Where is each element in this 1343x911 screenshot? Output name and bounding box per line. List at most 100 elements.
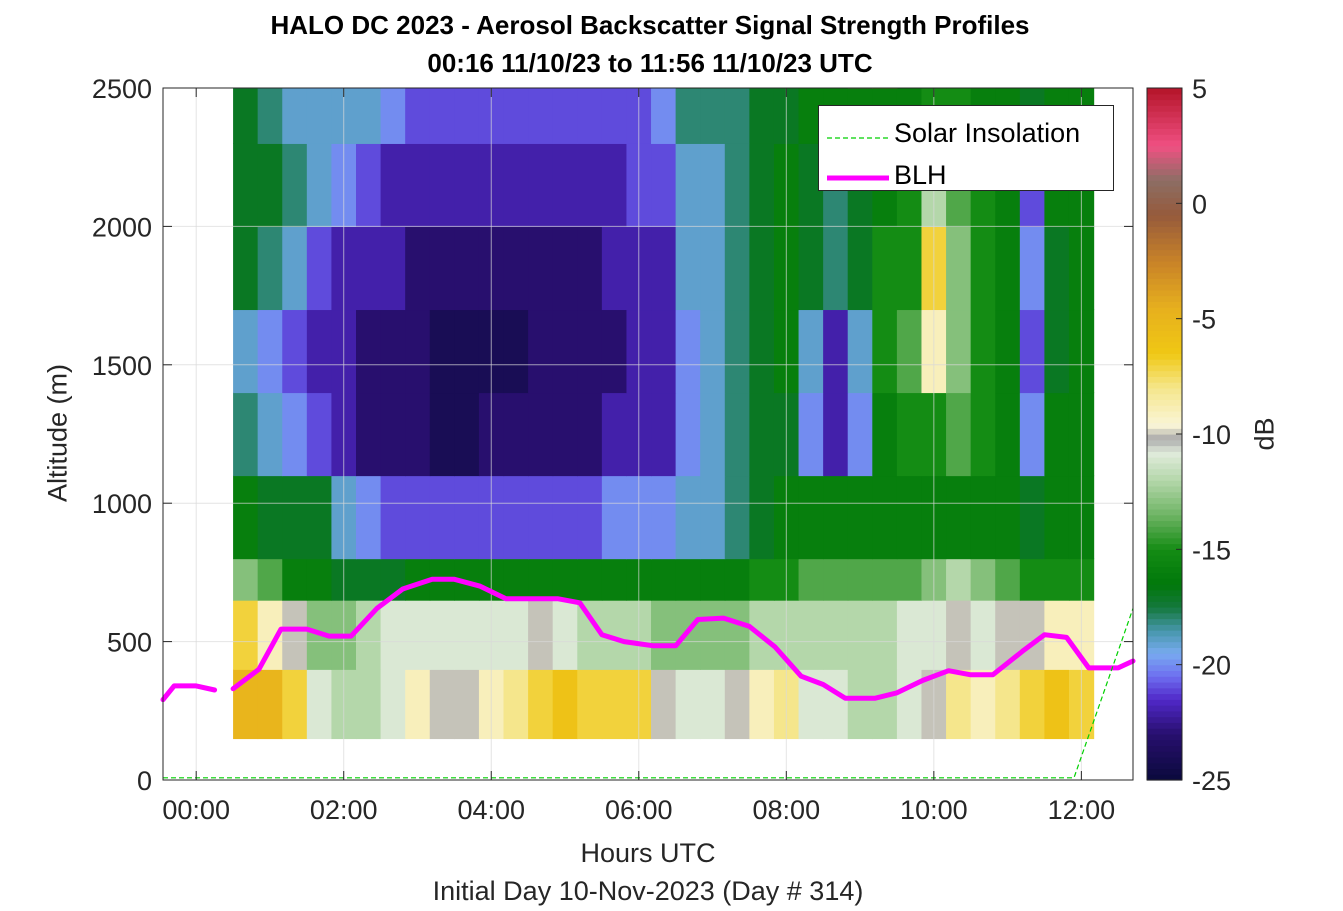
heatmap-cell — [872, 392, 898, 477]
heatmap-cell — [380, 309, 406, 394]
colorbar-tick-label: -20 — [1192, 651, 1231, 681]
colorbar-segment — [1147, 416, 1182, 424]
heatmap-cell — [601, 226, 628, 311]
heatmap-cell — [454, 475, 480, 560]
colorbar-segment — [1147, 716, 1182, 723]
colorbar-segment — [1147, 278, 1182, 285]
heatmap-cell — [700, 392, 726, 477]
heatmap-cell — [528, 558, 554, 601]
colorbar-segment — [1147, 157, 1182, 164]
colorbar-segment — [1147, 739, 1182, 746]
heatmap-cell — [429, 143, 455, 227]
heatmap-cell — [872, 475, 898, 560]
heatmap-cell — [429, 669, 455, 740]
colorbar-segment — [1147, 324, 1182, 331]
heatmap-cell — [896, 475, 923, 560]
heatmap-cell — [847, 226, 873, 311]
colorbar-segment — [1147, 272, 1182, 279]
heatmap-cell — [552, 309, 578, 394]
heatmap-cell — [724, 88, 750, 144]
heatmap-cell — [552, 88, 578, 144]
colorbar-segment — [1147, 618, 1182, 625]
colorbar-segment — [1147, 474, 1182, 481]
heatmap-cell — [651, 226, 677, 311]
colorbar-segment — [1147, 578, 1182, 585]
colorbar-segment — [1147, 284, 1182, 291]
heatmap-cell — [823, 475, 849, 560]
colorbar-segment — [1147, 693, 1182, 700]
heatmap-cell — [823, 558, 849, 601]
heatmap-cell — [823, 600, 849, 670]
heatmap-cell — [675, 669, 701, 740]
heatmap-cell — [1044, 475, 1070, 560]
colorbar-segment — [1147, 128, 1182, 135]
colorbar-segment — [1147, 641, 1182, 648]
heatmap-cell — [651, 88, 677, 144]
heatmap-cell — [749, 88, 775, 144]
colorbar-segment — [1147, 664, 1182, 672]
heatmap-cell — [896, 669, 923, 740]
colorbar-segment — [1147, 491, 1182, 499]
heatmap-cell — [798, 558, 824, 601]
colorbar-segment — [1147, 428, 1182, 435]
axis-ticks: 00:00 02:00 04:00 06:00 08:00 10:00 12:00 0 500 1… — [92, 74, 1133, 825]
heatmap-cell — [872, 669, 898, 740]
heatmap-cell — [356, 558, 382, 601]
heatmap-cell — [380, 475, 406, 560]
colorbar-segment — [1147, 601, 1182, 608]
heatmap-cell — [356, 309, 382, 394]
heatmap-cell — [282, 88, 308, 144]
heatmap-cell — [577, 143, 603, 227]
heatmap-cell — [306, 143, 333, 227]
colorbar-tick-label: -15 — [1192, 535, 1231, 565]
colorbar-segment — [1147, 543, 1182, 550]
heatmap-cell — [503, 309, 529, 394]
heatmap-cell — [577, 669, 603, 740]
heatmap-cell — [946, 309, 972, 394]
heatmap-cell — [577, 309, 603, 394]
colorbar-segment — [1147, 180, 1182, 187]
x-axis-secondary-label: Initial Day 10-Nov-2023 (Day # 314) — [432, 876, 864, 906]
y-tick-label: 500 — [107, 628, 152, 658]
colorbar-ticks: 5 0 -5 -10 -15 -20 -25 — [1176, 74, 1231, 796]
heatmap-cell — [1019, 226, 1046, 311]
legend-entry-solar: Solar Insolation — [819, 110, 1113, 150]
heatmap-cell — [700, 600, 726, 670]
colorbar-segment — [1147, 168, 1182, 176]
heatmap-cell — [380, 392, 406, 477]
colorbar-segment — [1147, 312, 1182, 320]
heatmap-cell — [872, 558, 898, 601]
colorbar-segment — [1147, 607, 1182, 614]
heatmap-cell — [356, 88, 382, 144]
colorbar-segment — [1147, 676, 1182, 683]
colorbar-segment — [1147, 480, 1182, 487]
heatmap-cell — [528, 475, 554, 560]
colorbar-segment — [1147, 243, 1182, 251]
heatmap-cell — [257, 392, 283, 477]
heatmap-cell — [675, 475, 701, 560]
series-blh-line — [230, 576, 1136, 701]
heatmap-cell — [405, 600, 431, 670]
heatmap-cell — [405, 143, 431, 227]
heatmap-cell — [896, 226, 923, 311]
heatmap-cell — [380, 226, 406, 311]
axes-box — [162, 87, 1134, 781]
colorbar-segment — [1147, 710, 1182, 718]
heatmap-cell — [724, 600, 750, 670]
colorbar-label: dB — [1249, 417, 1280, 451]
colorbar-segment — [1147, 514, 1182, 522]
heatmap-cell — [798, 226, 824, 311]
heatmap-cell — [1019, 309, 1046, 394]
heatmap-cell — [946, 475, 972, 560]
heatmap-cell — [429, 226, 455, 311]
colorbar-segment — [1147, 111, 1182, 118]
heatmap-cell — [577, 600, 603, 670]
heatmap-cell — [946, 669, 972, 740]
heatmap-cell — [872, 600, 898, 670]
heatmap-cell — [601, 143, 628, 227]
heatmap-cell — [429, 309, 455, 394]
colorbar-tick-label: 0 — [1192, 189, 1207, 219]
heatmap-cell — [675, 88, 701, 144]
heatmap-cell — [724, 226, 750, 311]
heatmap-cell — [675, 392, 701, 477]
